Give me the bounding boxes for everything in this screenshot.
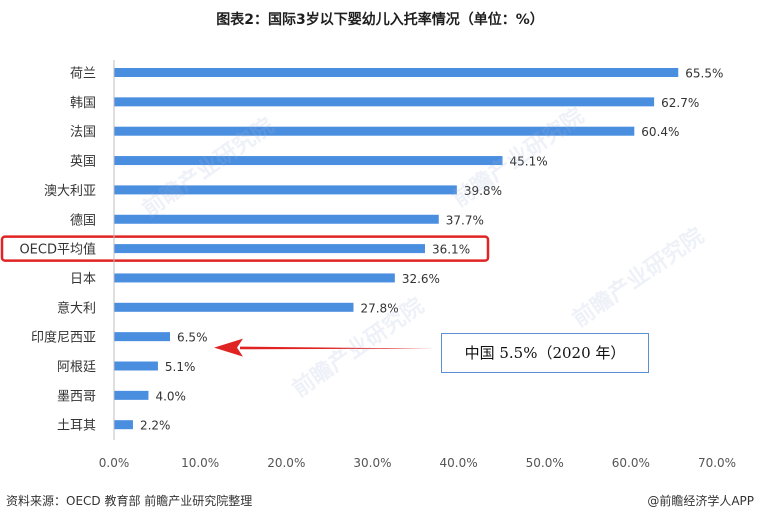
- value-label: 37.7%: [446, 213, 484, 227]
- category-label: 印度尼西亚: [31, 330, 96, 346]
- category-label: 韩国: [70, 96, 96, 111]
- highlight-box: [0, 235, 490, 262]
- value-label: 39.8%: [464, 184, 502, 198]
- annotation-arrow-head: [214, 338, 243, 357]
- value-label: 32.6%: [402, 272, 440, 286]
- value-label: 6.5%: [177, 331, 208, 345]
- x-tick-label: 20.0%: [267, 456, 305, 470]
- x-tick-label: 10.0%: [181, 456, 219, 470]
- value-label: 5.1%: [165, 360, 196, 374]
- x-tick-label: 40.0%: [440, 456, 478, 470]
- bar: [114, 390, 149, 400]
- x-tick-label: 0.0%: [99, 456, 130, 470]
- category-label: OECD平均值: [19, 242, 96, 258]
- bar: [114, 68, 679, 77]
- bar: [114, 244, 425, 254]
- x-tick-label: 70.0%: [698, 456, 736, 470]
- category-label: 德国: [70, 213, 96, 228]
- category-label: 澳大利亚: [44, 183, 96, 199]
- bar: [114, 97, 655, 107]
- bar: [114, 420, 133, 430]
- brand-credit: @前瞻经济学人APP: [647, 494, 754, 508]
- value-label: 36.1%: [432, 243, 470, 257]
- value-label: 2.2%: [140, 419, 171, 433]
- category-label: 墨西哥: [57, 389, 96, 404]
- bar: [114, 126, 635, 136]
- bar: [114, 156, 503, 166]
- category-label: 日本: [70, 272, 96, 287]
- bar: [114, 185, 457, 195]
- value-label: 45.1%: [510, 155, 548, 169]
- x-tick-label: 50.0%: [526, 456, 564, 470]
- bar: [114, 332, 170, 342]
- category-label: 法国: [70, 125, 96, 140]
- value-label: 27.8%: [360, 301, 398, 315]
- value-label: 65.5%: [685, 67, 723, 81]
- source-note: 资料来源：OECD 教育部 前瞻产业研究院整理: [6, 494, 253, 508]
- category-label: 阿根廷: [57, 360, 96, 375]
- bar: [114, 214, 439, 224]
- x-tick-label: 60.0%: [612, 456, 650, 470]
- value-label: 4.0%: [155, 389, 186, 403]
- value-label: 62.7%: [661, 96, 699, 110]
- chart-title: 图表2：国际3岁以下婴幼儿入托率情况（单位：%）: [216, 11, 544, 28]
- bar: [114, 361, 158, 371]
- bar: [114, 273, 395, 283]
- china-annotation: 中国 5.5%（2020 年）: [441, 333, 649, 373]
- annotation-arrow-shaft: [240, 346, 434, 350]
- category-label: 荷兰: [70, 67, 96, 82]
- category-label: 意大利: [57, 300, 96, 316]
- x-tick-label: 30.0%: [353, 456, 391, 470]
- bar: [114, 302, 354, 312]
- category-label: 英国: [70, 155, 96, 170]
- value-label: 60.4%: [641, 125, 679, 139]
- category-label: 土耳其: [57, 419, 96, 434]
